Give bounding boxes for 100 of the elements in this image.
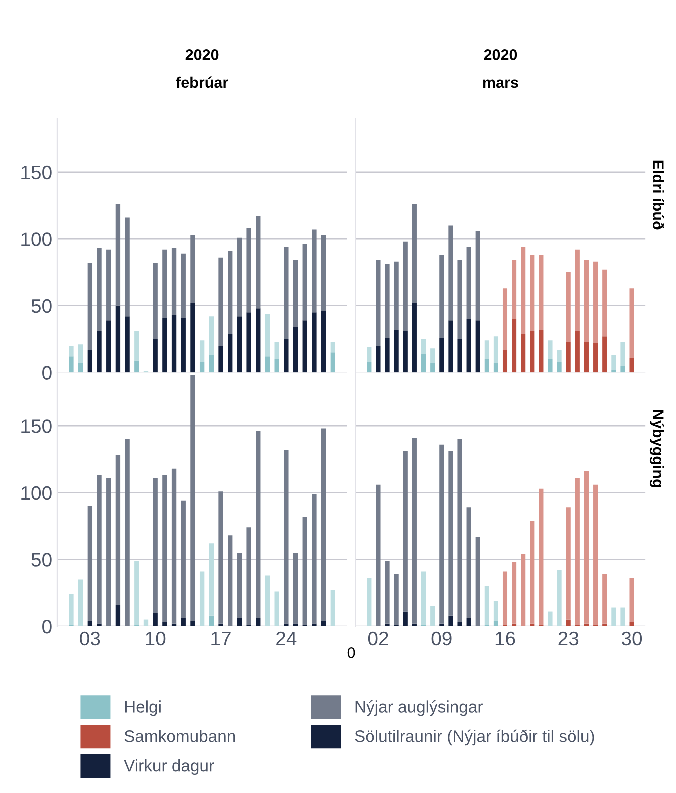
bar bbox=[181, 500, 186, 618]
bar bbox=[484, 586, 490, 626]
bar bbox=[116, 306, 121, 373]
y2-axis-title: Nýbygging bbox=[650, 410, 664, 488]
bar bbox=[403, 612, 408, 626]
bar bbox=[172, 315, 177, 373]
bar bbox=[530, 624, 535, 626]
bar bbox=[78, 363, 84, 373]
bar bbox=[134, 561, 140, 626]
bar bbox=[584, 260, 589, 342]
bar bbox=[539, 330, 544, 373]
bar bbox=[312, 312, 317, 373]
bar bbox=[394, 262, 399, 330]
bar bbox=[209, 544, 214, 616]
x-tick-label: 24 bbox=[276, 632, 297, 646]
bar bbox=[448, 452, 454, 616]
bar bbox=[385, 264, 390, 338]
bar bbox=[78, 344, 84, 364]
bar bbox=[134, 331, 140, 361]
bar bbox=[162, 476, 168, 622]
bar bbox=[466, 618, 472, 626]
bar bbox=[430, 348, 436, 364]
bar bbox=[218, 258, 224, 346]
bar bbox=[502, 288, 508, 350]
bar bbox=[448, 226, 454, 321]
bar bbox=[448, 616, 454, 626]
chart-subtitle: mars bbox=[483, 80, 518, 88]
bar bbox=[422, 339, 426, 354]
bar bbox=[440, 338, 444, 373]
bar bbox=[246, 528, 252, 626]
y-tick-label: 100 bbox=[22, 232, 52, 246]
bar bbox=[566, 620, 571, 626]
bar bbox=[602, 624, 608, 626]
bar bbox=[376, 346, 381, 373]
bar bbox=[548, 359, 553, 373]
bar bbox=[430, 363, 436, 373]
bar bbox=[256, 431, 261, 618]
bar bbox=[566, 272, 571, 342]
bar bbox=[630, 578, 634, 622]
bar bbox=[106, 320, 112, 373]
bar bbox=[385, 338, 390, 373]
legend-label: Virkur dagur bbox=[124, 760, 214, 776]
bar bbox=[265, 576, 270, 626]
bar bbox=[228, 334, 233, 373]
bar bbox=[181, 318, 186, 373]
bar bbox=[284, 624, 289, 626]
bar bbox=[274, 592, 280, 626]
bar bbox=[237, 553, 242, 618]
bar bbox=[116, 605, 121, 626]
bar bbox=[502, 572, 508, 626]
bar bbox=[594, 343, 598, 373]
bar bbox=[412, 303, 417, 373]
bar bbox=[521, 247, 526, 334]
bar bbox=[162, 622, 168, 626]
bar bbox=[237, 618, 242, 626]
bar bbox=[512, 624, 517, 626]
bar bbox=[376, 484, 381, 626]
bar bbox=[521, 334, 526, 373]
bar bbox=[88, 621, 93, 626]
bar bbox=[293, 553, 298, 624]
bar bbox=[494, 601, 498, 622]
legend-label: Sölutilraunir (Nýjar íbúðir til sölu) bbox=[355, 730, 594, 746]
bar bbox=[293, 327, 298, 373]
y2-axis-title: Eldri íbúð bbox=[653, 160, 664, 230]
bar bbox=[172, 248, 177, 316]
bar bbox=[274, 342, 280, 360]
bar bbox=[106, 250, 112, 321]
bar bbox=[116, 204, 121, 306]
bar bbox=[557, 362, 562, 373]
x-tick-label: 10 bbox=[146, 632, 166, 646]
bar bbox=[394, 574, 399, 626]
chart-subtitle: febrúar bbox=[176, 76, 228, 88]
bar bbox=[88, 350, 93, 373]
bar bbox=[367, 578, 372, 626]
bar bbox=[484, 359, 490, 373]
bar bbox=[153, 478, 158, 614]
x-tick-label: 17 bbox=[212, 632, 231, 646]
bar bbox=[330, 342, 336, 353]
legend-label: Helgi bbox=[125, 700, 161, 716]
bar bbox=[566, 342, 571, 373]
bar bbox=[88, 263, 93, 350]
bar bbox=[246, 312, 252, 373]
legend-label: Samkomubann bbox=[124, 730, 236, 742]
bar bbox=[284, 339, 289, 373]
bar bbox=[458, 622, 462, 626]
bar bbox=[116, 456, 121, 606]
bar bbox=[575, 478, 580, 626]
y-tick-label: 100 bbox=[22, 486, 52, 500]
bar bbox=[134, 360, 140, 373]
bar bbox=[566, 508, 571, 620]
y-tick-label: 50 bbox=[32, 299, 52, 314]
bar bbox=[78, 580, 84, 626]
bar bbox=[539, 488, 544, 626]
x-tick-label: 03 bbox=[80, 632, 100, 646]
bar bbox=[530, 331, 535, 373]
y-tick-label: 0 bbox=[42, 620, 52, 634]
bar bbox=[274, 359, 280, 373]
bar bbox=[218, 346, 224, 373]
y-tick-label: 0 bbox=[42, 366, 52, 380]
bar bbox=[144, 620, 149, 626]
